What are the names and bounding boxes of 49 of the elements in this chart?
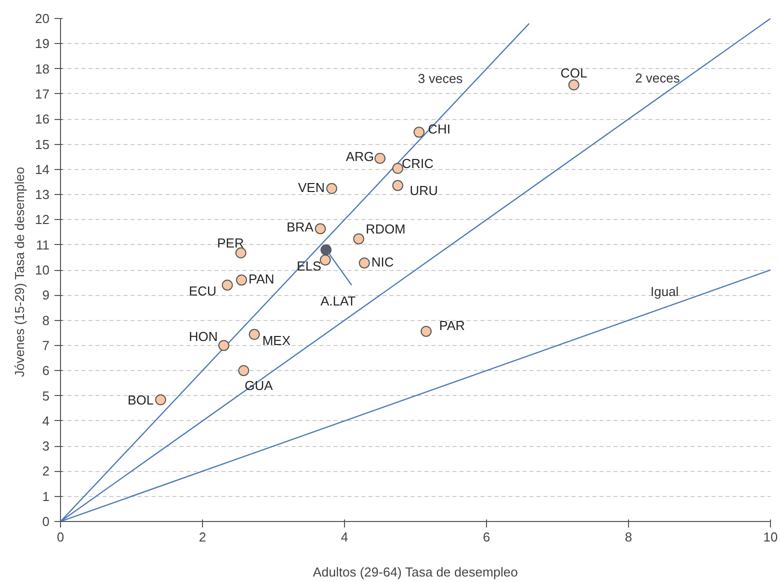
y-tick-label: 16: [35, 112, 50, 127]
y-tick-label: 1: [42, 488, 50, 504]
y-tick-label: 20: [35, 11, 50, 26]
y-tick-label: 2: [42, 464, 50, 479]
series-label: 2 veces: [635, 70, 680, 86]
y-tick-label: 10: [35, 262, 50, 278]
annotation: RDOM: [366, 221, 406, 236]
annotation: BRA: [286, 219, 314, 234]
series-label: Igual: [650, 284, 679, 299]
x-tick-label: 0: [56, 530, 64, 544]
y-tick-label: 12: [35, 212, 50, 228]
annotation: HON: [188, 328, 218, 344]
annotation: CRIC: [402, 156, 434, 171]
annotation: PER: [217, 235, 244, 250]
annotation: ARG: [346, 148, 374, 164]
y-tick-label: 19: [35, 36, 50, 52]
y-tick-label: 7: [42, 338, 50, 353]
y-tick-label: 0: [42, 514, 50, 529]
annotation: ECU: [188, 284, 216, 299]
y-axis-title: Jóvenes (15-29) Tasa de desempleo: [12, 166, 28, 377]
x-tick-label: 2: [198, 530, 206, 544]
annotation: A.LAT: [320, 293, 356, 308]
annotation: NIC: [371, 254, 394, 270]
y-tick-label: 3: [42, 438, 50, 454]
y-tick-label: 8: [42, 312, 50, 328]
x-tick-label: 8: [624, 530, 632, 544]
series-label: 3 veces: [418, 70, 464, 86]
y-tick-label: 18: [35, 61, 50, 76]
x-tick-label: 10: [763, 530, 778, 544]
annotation: PAR: [439, 318, 465, 333]
annotation: VEN: [298, 180, 325, 196]
x-axis-title: Adultos (29-64) Tasa de desempleo: [312, 564, 518, 580]
y-tick-label: 4: [42, 413, 50, 428]
y-tick-label: 9: [42, 288, 50, 303]
y-tick-label: 13: [35, 187, 50, 202]
y-tick-label: 14: [35, 162, 50, 177]
y-tick-label: 17: [35, 86, 50, 102]
y-tick-label: 11: [36, 237, 50, 252]
annotation: CHI: [428, 122, 450, 137]
annotation: COL: [560, 65, 588, 80]
y-tick-label: 5: [42, 388, 50, 404]
annotation: MEX: [262, 332, 291, 348]
y-tick-label: 6: [42, 363, 50, 378]
annotation: URU: [410, 182, 438, 198]
x-tick-label: 6: [482, 530, 490, 544]
annotation: BOL: [128, 392, 154, 408]
annotation: PAN: [248, 272, 274, 287]
y-tick-label: 15: [35, 136, 50, 152]
x-tick-label: 4: [340, 530, 348, 544]
